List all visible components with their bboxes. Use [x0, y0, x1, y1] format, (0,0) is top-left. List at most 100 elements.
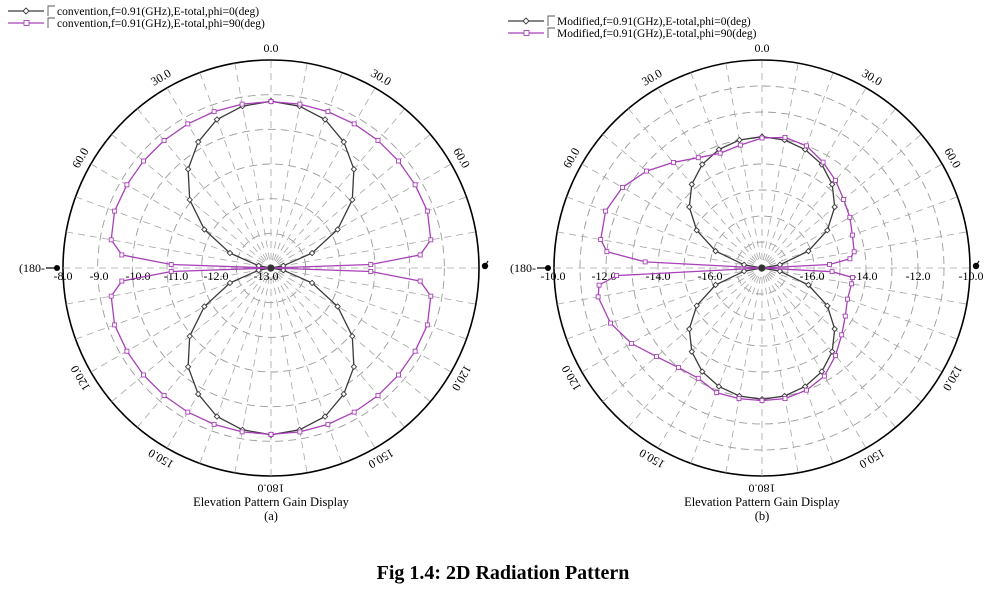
- data-point-diamond: [349, 332, 356, 340]
- data-point-square: [821, 373, 827, 379]
- data-point-diamond: [213, 413, 221, 420]
- polar-radial-tick-label: -12.0: [592, 269, 617, 283]
- data-point-diamond: [194, 390, 202, 398]
- data-point-diamond: [321, 413, 329, 420]
- data-point-square: [124, 182, 130, 188]
- data-point-square: [368, 262, 374, 267]
- data-point-square: [375, 393, 381, 398]
- data-point-square: [424, 208, 430, 214]
- polar-angle-tick-label: 0.0: [264, 41, 279, 55]
- data-point-square: [845, 296, 850, 302]
- data-point-square: [695, 155, 701, 161]
- data-point-diamond: [201, 226, 208, 233]
- data-point-diamond: [805, 247, 812, 255]
- data-point-diamond: [715, 383, 723, 390]
- legend-entry: convention,f=0.91(GHz),E-total,phi=0(deg…: [57, 6, 259, 18]
- data-point-square: [847, 214, 853, 220]
- data-point-square: [598, 237, 604, 243]
- legend-bracket: [47, 5, 55, 16]
- data-point-square: [842, 313, 848, 319]
- data-point-square: [839, 332, 845, 338]
- data-point-square: [833, 177, 838, 183]
- data-point-diamond: [740, 267, 748, 275]
- legend-entry: convention,f=0.91(GHz),E-total,phi=90(de…: [57, 18, 265, 30]
- polar-grid-ring: [683, 189, 841, 347]
- data-point-square: [119, 252, 125, 258]
- data-point-diamond: [226, 279, 234, 287]
- data-point-square: [112, 208, 118, 214]
- data-point-diamond: [321, 116, 329, 123]
- data-point-square: [185, 409, 191, 415]
- data-point-diamond: [686, 325, 693, 333]
- data-point-square: [829, 269, 835, 275]
- data-point-diamond: [334, 226, 341, 233]
- data-point-square: [424, 322, 430, 328]
- polar-angle-tick-label: 30.0: [860, 66, 885, 89]
- data-point-square: [759, 398, 765, 404]
- data-point-diamond: [334, 303, 341, 310]
- data-point-diamond: [828, 348, 836, 355]
- data-point-square: [695, 375, 701, 381]
- data-point-square: [297, 101, 303, 107]
- data-point-square: [141, 372, 146, 378]
- polar-radial-tick-label: -16.0: [698, 269, 723, 283]
- polar-radial-tick-label: -12.0: [906, 269, 931, 283]
- polar-side-label: (180-: [510, 261, 536, 275]
- polar-angle-tick-label: 30.0: [369, 66, 394, 89]
- data-point-square: [297, 429, 303, 435]
- data-point-diamond: [831, 203, 838, 211]
- data-point-square: [325, 421, 331, 427]
- panel-label: (b): [755, 509, 770, 523]
- data-point-diamond: [828, 181, 836, 188]
- polar-radial-tick-label: -10.0: [541, 269, 566, 283]
- data-point-diamond: [226, 249, 234, 257]
- polar-side-dot-stem: [484, 260, 489, 267]
- data-point-diamond: [693, 302, 700, 309]
- data-point-square: [782, 134, 788, 140]
- polar-radial-tick-label: -14.0: [853, 269, 878, 283]
- data-point-diamond: [308, 249, 316, 257]
- data-point-square: [428, 293, 434, 299]
- data-point-diamond: [201, 303, 208, 310]
- data-point-square: [417, 252, 423, 258]
- data-point-diamond: [186, 196, 193, 204]
- data-point-square: [644, 168, 649, 174]
- data-point-square: [119, 278, 125, 284]
- polar-radial-tick-label: -16.0: [800, 269, 825, 283]
- legend-bracket: [47, 17, 55, 28]
- data-point-square: [239, 429, 245, 435]
- polar-angle-tick-label: 180.0: [749, 481, 776, 495]
- data-point-square: [827, 262, 832, 267]
- data-point-square: [849, 281, 855, 287]
- data-point-square: [375, 138, 381, 143]
- axis-title: Elevation Pattern Gain Display: [193, 495, 350, 509]
- data-point-square: [428, 237, 434, 243]
- data-point-diamond: [349, 196, 356, 204]
- polar-center-dot: [267, 264, 275, 272]
- data-point-square: [412, 182, 418, 188]
- data-point-square: [717, 150, 723, 156]
- data-point-square: [108, 293, 114, 299]
- panel-label: (a): [264, 509, 278, 523]
- data-point-diamond: [712, 247, 719, 255]
- data-point-square: [608, 320, 613, 326]
- polar-grid-ring: [131, 128, 411, 408]
- data-point-square: [851, 249, 857, 255]
- polar-angle-tick-label: 0.0: [755, 41, 770, 55]
- data-point-diamond: [688, 348, 696, 355]
- data-point-square: [168, 269, 174, 274]
- polar-radial-tick-label: -14.0: [646, 269, 671, 283]
- polar-angle-tick-label: 60.0: [560, 145, 583, 170]
- data-point-diamond: [805, 281, 812, 289]
- data-point-diamond: [698, 161, 706, 168]
- data-point-square: [670, 159, 676, 165]
- data-point-square: [351, 121, 357, 127]
- data-point-diamond: [693, 227, 700, 234]
- data-point-diamond: [350, 165, 358, 173]
- data-point-square: [847, 256, 853, 262]
- data-point-square: [604, 249, 610, 255]
- legend-marker: [23, 20, 30, 26]
- data-point-diamond: [776, 267, 784, 275]
- polar-angle-tick-label: 60.0: [69, 145, 92, 170]
